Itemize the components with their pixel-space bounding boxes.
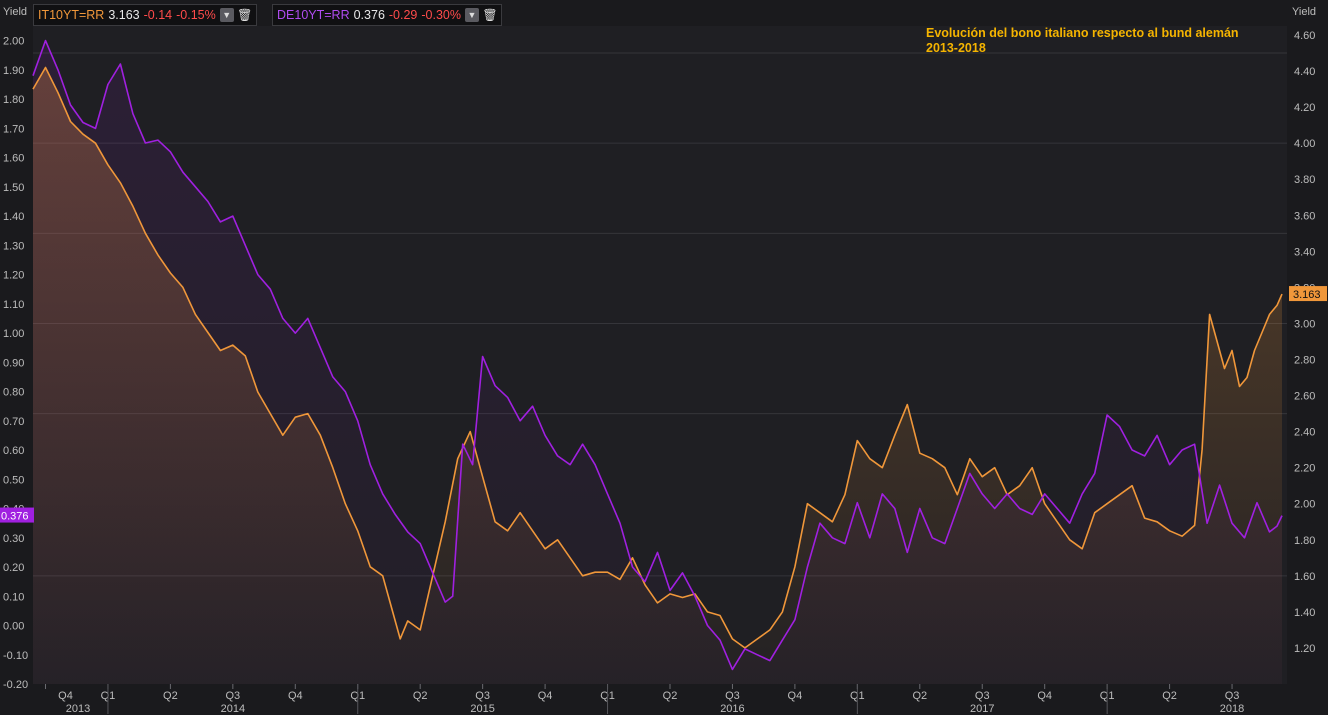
x-year-label: 2018 bbox=[1220, 703, 1244, 715]
x-quarter-label: Q2 bbox=[163, 690, 178, 702]
right-tick-label: 2.00 bbox=[1294, 499, 1315, 511]
chart-title-block: Evolución del bono italiano respecto al … bbox=[926, 26, 1239, 56]
left-axis: 2.00 1.90 1.80 1.70 1.60 1.50 1.40 1.30 1.20 1.10… bbox=[3, 36, 28, 691]
left-tick-label: 1.90 bbox=[3, 65, 24, 77]
de-last-value-text: 0.376 bbox=[1, 511, 29, 523]
legend-de-last: 0.376 bbox=[353, 8, 385, 22]
legend-it[interactable]: IT10YT=RR 3.163 -0.14 -0.15% ▼ 🗑 bbox=[33, 4, 257, 26]
right-tick-label: 1.60 bbox=[1294, 571, 1315, 583]
left-tick-label: 0.90 bbox=[3, 357, 24, 369]
left-tick-label: 0.80 bbox=[3, 387, 24, 399]
left-tick-label: 1.10 bbox=[3, 299, 24, 311]
right-tick-label: 2.40 bbox=[1294, 427, 1315, 439]
right-tick-label: 3.60 bbox=[1294, 210, 1315, 222]
left-tick-label: 0.70 bbox=[3, 416, 24, 428]
left-tick-label: 0.10 bbox=[3, 591, 24, 603]
right-tick-label: 2.80 bbox=[1294, 355, 1315, 367]
left-tick-label: 1.00 bbox=[3, 328, 24, 340]
chevron-down-icon[interactable]: ▼ bbox=[465, 8, 479, 22]
right-tick-label: 3.00 bbox=[1294, 318, 1315, 330]
chevron-down-icon[interactable]: ▼ bbox=[219, 8, 234, 22]
x-quarter-label: Q2 bbox=[413, 690, 428, 702]
de10yt-line bbox=[32, 39, 1283, 671]
it-last-value-text: 3.163 bbox=[1293, 289, 1321, 301]
left-tick-label: 0.00 bbox=[3, 621, 24, 633]
right-tick-label: 3.40 bbox=[1294, 246, 1315, 258]
left-tick-label: 0.60 bbox=[3, 445, 24, 457]
right-tick-label: 1.40 bbox=[1294, 607, 1315, 619]
left-tick-label: 1.40 bbox=[3, 211, 24, 223]
left-tick-label: -0.20 bbox=[3, 679, 28, 691]
left-tick-label: 1.30 bbox=[3, 240, 24, 252]
right-tick-label: 2.60 bbox=[1294, 391, 1315, 403]
left-tick-label: 1.80 bbox=[3, 94, 24, 106]
left-axis-label: Yield bbox=[3, 6, 27, 18]
x-quarter-label: Q4 bbox=[538, 690, 553, 702]
legend-de-symbol: DE10YT=RR bbox=[277, 8, 350, 22]
x-year-label: 2014 bbox=[221, 703, 245, 715]
legend-it-symbol: IT10YT=RR bbox=[38, 8, 105, 22]
left-tick-label: 1.70 bbox=[3, 123, 24, 135]
left-tick-label: 0.50 bbox=[3, 474, 24, 486]
x-quarter-label: Q4 bbox=[1037, 690, 1052, 702]
x-quarter-label: Q3 bbox=[225, 690, 240, 702]
it-last-value-badge bbox=[1289, 286, 1327, 302]
x-quarter-label: Q4 bbox=[788, 690, 803, 702]
legend-de[interactable]: DE10YT=RR 0.376 -0.29 -0.30% ▼ 🗑 bbox=[272, 4, 502, 26]
right-axis: 4.604.404.204.003.803.603.403.203.002.80… bbox=[1294, 30, 1315, 655]
legend-de-pct: -0.30% bbox=[421, 8, 461, 22]
chart-title: Evolución del bono italiano respecto al … bbox=[926, 26, 1239, 40]
legend-it-last: 3.163 bbox=[108, 8, 140, 22]
left-tick-label: 2.00 bbox=[3, 36, 24, 48]
trash-icon[interactable]: 🗑 bbox=[482, 8, 498, 22]
right-tick-label: 4.60 bbox=[1294, 30, 1315, 42]
left-tick-label: 1.60 bbox=[3, 153, 24, 165]
trash-icon[interactable]: 🗑 bbox=[237, 8, 253, 22]
x-quarter-label: Q3 bbox=[725, 690, 740, 702]
right-tick-label: 4.40 bbox=[1294, 66, 1315, 78]
right-tick-label: 4.00 bbox=[1294, 138, 1315, 150]
x-quarter-label: Q3 bbox=[975, 690, 990, 702]
right-tick-label: 1.20 bbox=[1294, 643, 1315, 655]
legend-it-pct: -0.15% bbox=[176, 8, 216, 22]
right-tick-label: 1.80 bbox=[1294, 535, 1315, 547]
x-axis: Q4 Q1 Q2 Q3 Q4 Q1 Q2 Q3 Q4 Q1 Q2 Q3 Q4 Q1 Q2 Q3 Q4 Q1 Q2 Q3… bbox=[44, 684, 1244, 715]
x-quarter-label: Q4 bbox=[58, 690, 73, 702]
x-quarter-label: Q3 bbox=[1225, 690, 1240, 702]
legend-de-change: -0.29 bbox=[388, 8, 418, 22]
x-year-label: 2015 bbox=[470, 703, 494, 715]
right-tick-label: 4.20 bbox=[1294, 102, 1315, 114]
x-quarter-label: Q4 bbox=[288, 690, 303, 702]
x-year-label: 2017 bbox=[970, 703, 994, 715]
x-quarter-label: Q2 bbox=[663, 690, 678, 702]
legend-it-change: -0.14 bbox=[143, 8, 173, 22]
left-tick-label: 0.30 bbox=[3, 533, 24, 545]
x-year-label: 2016 bbox=[720, 703, 744, 715]
left-tick-label: 1.50 bbox=[3, 182, 24, 194]
left-tick-label: 0.20 bbox=[3, 562, 24, 574]
left-tick-label: 1.20 bbox=[3, 270, 24, 282]
x-year-label: 2013 bbox=[66, 703, 90, 715]
de-last-value-badge bbox=[0, 507, 34, 523]
right-axis-label: Yield bbox=[1292, 6, 1316, 18]
it10yt-line bbox=[32, 66, 1283, 649]
left-tick-label: -0.10 bbox=[3, 650, 28, 662]
x-quarter-label: Q3 bbox=[475, 690, 490, 702]
chart-subtitle: 2013-2018 bbox=[926, 41, 986, 55]
de10yt-area bbox=[33, 40, 1282, 685]
x-quarter-label: Q2 bbox=[1162, 690, 1177, 702]
x-quarter-label: Q2 bbox=[912, 690, 927, 702]
right-tick-label: 2.20 bbox=[1294, 463, 1315, 475]
right-tick-label: 3.80 bbox=[1294, 174, 1315, 186]
